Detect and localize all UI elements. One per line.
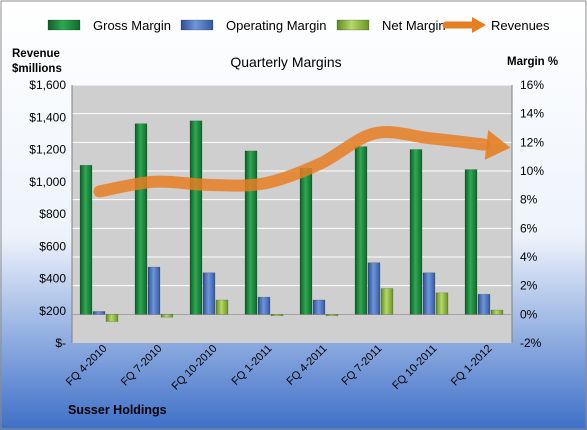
right-tick-label: 10% <box>520 164 544 178</box>
right-tick-label: -2% <box>520 336 542 350</box>
left-tick-label: $600 <box>39 239 66 253</box>
bar-gross-margin <box>189 120 203 315</box>
bar-gross-margin <box>464 169 478 315</box>
right-tick-label: 8% <box>520 193 538 207</box>
legend-label-gross-margin: Gross Margin <box>93 18 171 33</box>
left-tick-label: $- <box>55 336 66 350</box>
legend-swatch-net-margin <box>336 19 370 31</box>
left-tick-label: $1,400 <box>29 110 66 124</box>
legend-swatch-gross-margin <box>47 19 81 31</box>
footer-label: Susser Holdings <box>68 403 167 417</box>
chart-title: Quarterly Margins <box>230 54 341 70</box>
bar-gross-margin <box>244 150 258 315</box>
legend-label-operating-margin: Operating Margin <box>226 18 326 33</box>
bar-operating-margin <box>477 293 491 315</box>
bar-gross-margin <box>409 149 423 315</box>
bar-net-margin <box>105 314 119 322</box>
right-tick-label: 6% <box>520 221 538 235</box>
bar-operating-margin <box>257 296 271 315</box>
bar-net-margin <box>435 292 449 315</box>
left-tick-label: $400 <box>39 272 66 286</box>
revenue-line-group <box>93 126 511 198</box>
legend: Gross Margin Operating Margin Net Margin Re… <box>47 17 550 33</box>
left-tick-label: $200 <box>39 304 66 318</box>
left-tick-label: $1,200 <box>29 143 66 157</box>
left-axis-ticks: $- $200 $400 $600 $800 $1,000 $1,200 $1,400 $1,6… <box>29 78 66 350</box>
bar-net-margin <box>325 314 339 317</box>
left-axis-title-line2: $millions <box>12 63 62 75</box>
legend-label-revenues: Revenues <box>491 18 550 33</box>
right-axis-title: Margin % <box>507 56 558 68</box>
right-tick-label: 12% <box>520 135 544 149</box>
bar-operating-margin <box>147 266 161 315</box>
left-tick-label: $800 <box>39 207 66 221</box>
right-axis-ticks: -2% 0% 2% 4% 6% 8% 10% 12% 14% 16% <box>520 78 544 350</box>
legend-label-net-margin: Net Margin <box>382 18 446 33</box>
right-tick-label: 4% <box>520 250 538 264</box>
right-tick-label: 2% <box>520 279 538 293</box>
bar-gross-margin <box>354 146 368 315</box>
bar-operating-margin <box>422 272 436 315</box>
bar-operating-margin <box>202 272 216 315</box>
bar-net-margin <box>380 288 394 315</box>
left-tick-label: $1,000 <box>29 175 66 189</box>
right-tick-label: 16% <box>520 78 544 92</box>
left-axis-title-line1: Revenue <box>12 48 60 60</box>
bars-group <box>79 120 504 322</box>
revenue-line <box>93 126 491 198</box>
bar-operating-margin <box>92 311 106 315</box>
revenue-line-arrowhead <box>484 129 511 160</box>
bar-net-margin <box>215 299 229 315</box>
legend-swatch-operating-margin <box>180 19 214 31</box>
bar-net-margin <box>270 314 284 317</box>
bar-operating-margin <box>312 299 326 315</box>
right-tick-label: 14% <box>520 107 544 121</box>
bar-gross-margin <box>299 167 313 315</box>
bar-net-margin <box>160 314 174 318</box>
right-tick-label: 0% <box>520 307 538 321</box>
legend-arrow-revenues <box>472 17 486 33</box>
bar-net-margin <box>490 309 504 315</box>
bar-gross-margin <box>134 123 148 315</box>
bar-gross-margin <box>79 164 93 315</box>
left-tick-label: $1,600 <box>29 78 66 92</box>
bar-operating-margin <box>367 262 381 315</box>
